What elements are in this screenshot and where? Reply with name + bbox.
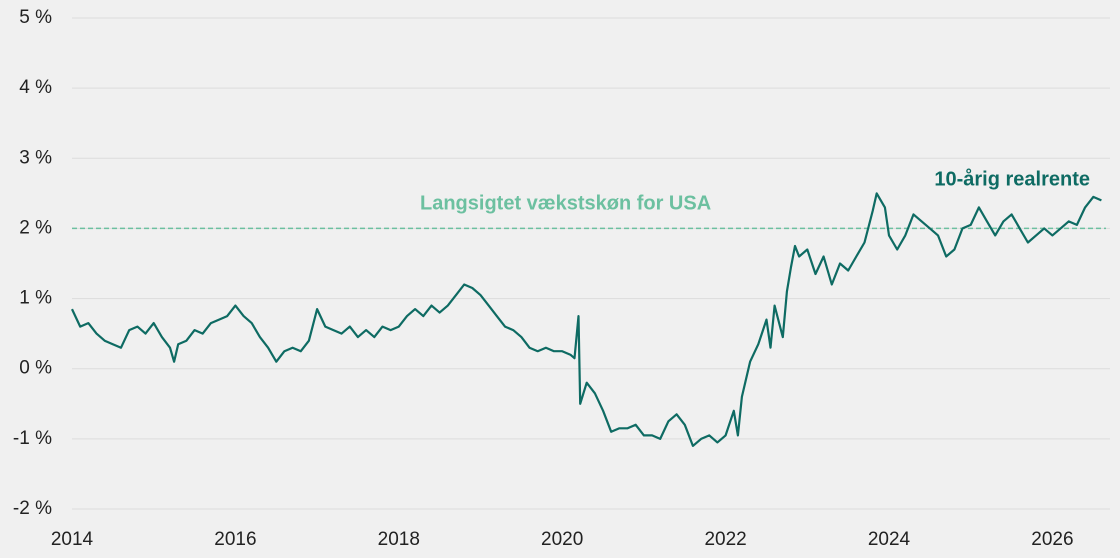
y-tick-label: 0 % bbox=[19, 358, 52, 379]
series-line bbox=[71, 192, 1102, 447]
y-tick-label: 1 % bbox=[19, 288, 52, 309]
y-tick-label: -2 % bbox=[13, 498, 52, 519]
x-tick-label: 2018 bbox=[378, 529, 420, 550]
y-tick-label: 4 % bbox=[19, 77, 52, 98]
x-tick-label: 2016 bbox=[214, 529, 256, 550]
y-tick-label: 5 % bbox=[19, 7, 52, 28]
x-tick-label: 2024 bbox=[868, 529, 911, 550]
reference-label: Langsigtet vækstskøn for USA bbox=[420, 193, 711, 215]
x-tick-label: 2014 bbox=[51, 529, 94, 550]
y-tick-label: -1 % bbox=[13, 428, 52, 449]
x-tick-label: 2022 bbox=[704, 529, 746, 550]
y-tick-label: 3 % bbox=[19, 147, 52, 168]
x-tick-label: 2020 bbox=[541, 529, 583, 550]
y-tick-label: 2 % bbox=[19, 217, 52, 238]
series-label: 10-årig realrente bbox=[934, 167, 1090, 190]
x-tick-label: 2026 bbox=[1031, 529, 1073, 550]
